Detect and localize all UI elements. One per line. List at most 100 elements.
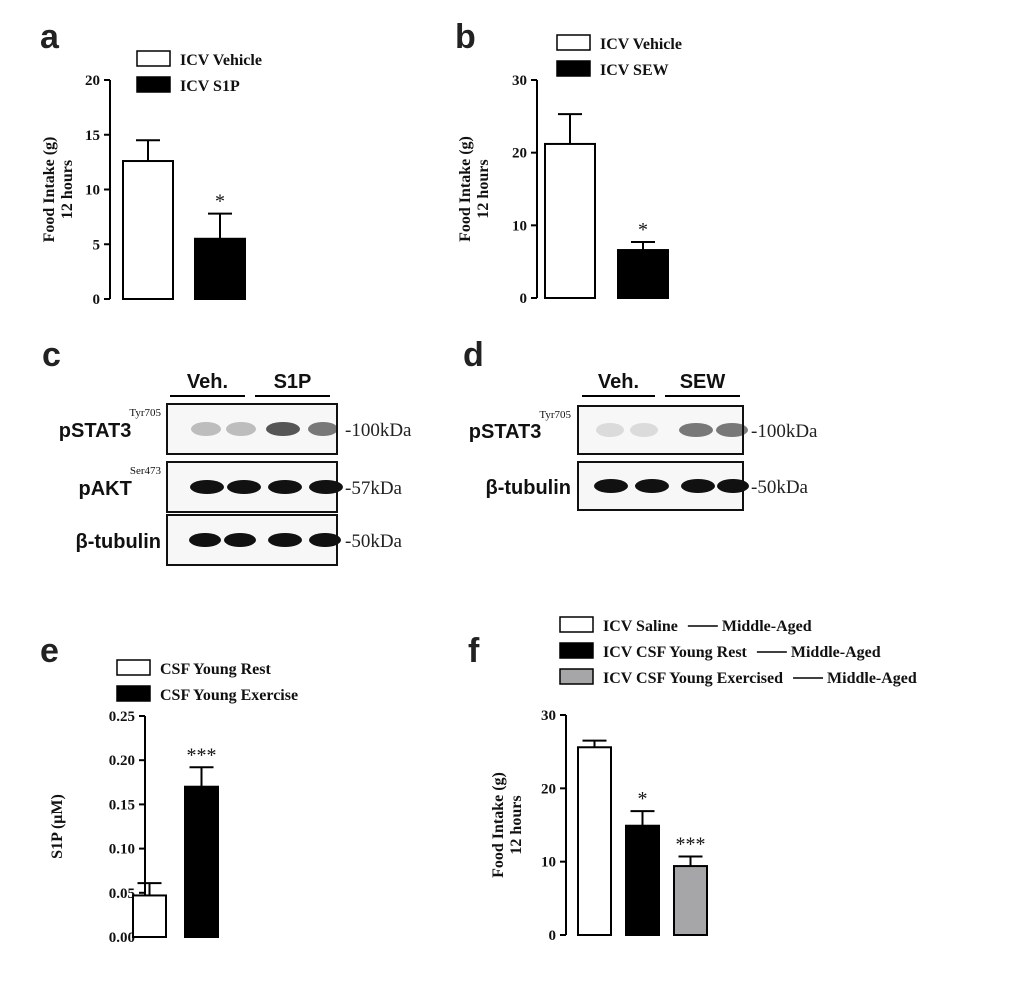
y-tick-label: 0 [520,291,528,307]
chart-e: 0.00 0.05 0.10 0.15 0.20 0.25 S1P (μM) *** CSF Y… [49,659,298,946]
y-tick-label: 10 [512,218,527,234]
blot-band [596,423,624,437]
molecular-weight-label: -100kDa [345,420,412,441]
bar-2 [184,785,219,938]
legend-label: CSF Young Rest [160,661,272,678]
bar-2 [625,824,660,937]
legend-swatch [556,34,591,51]
y-axis-label-2: 12 hours [475,159,492,218]
blot-band [189,533,221,547]
legend-label: ICV S1P [180,78,240,95]
blot-band [308,422,338,436]
y-axis-label-2: 12 hours [59,160,76,219]
bar-1 [122,160,174,300]
blot-band [679,423,713,437]
significance-marker: * [638,219,648,241]
molecular-weight-label: -50kDa [345,531,403,552]
blot-band [227,480,261,494]
blot-row-label: β-tubulin [75,531,161,553]
y-tick-label: 10 [85,183,100,199]
y-tick-label: 15 [85,128,100,144]
bar-1 [132,894,167,939]
blot-band [635,479,669,493]
y-axis-label: Food Intake (g) [490,772,507,878]
molecular-weight-label: -57kDa [345,478,403,499]
legend-swatch [559,616,594,633]
y-axis-label: Food Intake (g) [457,136,474,242]
blot-row-superscript: Tyr705 [129,407,161,419]
legend-suffix: Middle-Aged [791,644,881,661]
blot-band [716,423,748,437]
blot-band [594,479,628,493]
legend-suffix: Middle-Aged [827,670,917,687]
y-axis-label: S1P (μM) [49,794,66,859]
blot-row-superscript: Tyr705 [539,409,571,421]
panel-label-c: c [42,336,61,374]
y-tick-label: 0.10 [109,842,135,858]
legend-label: CSF Young Exercise [160,687,298,704]
significance-marker: *** [676,834,706,856]
legend-swatch [559,668,594,685]
y-tick-label: 0.20 [109,753,135,769]
y-tick-label: 0.00 [109,930,135,946]
legend-label: ICV CSF Young Exercised [603,670,783,687]
panel-label-d: d [463,336,484,374]
bar-1 [577,746,612,936]
blot-band [630,423,658,437]
blot-row-label: pAKT [79,478,132,500]
blot-band [268,480,302,494]
legend-label: ICV CSF Young Rest [603,644,748,661]
blot-row-label: pSTAT3 [59,420,132,442]
blot-row-label: β-tubulin [485,477,571,499]
y-tick-label: 5 [93,237,101,253]
y-tick-label: 0.25 [109,709,135,725]
y-tick-label: 0.05 [109,886,135,902]
blot-band [266,422,300,436]
bar-1 [544,142,596,299]
legend-label: ICV Saline [603,618,678,635]
molecular-weight-label: -50kDa [751,477,809,498]
y-tick-label: 10 [541,855,556,871]
legend-swatch [559,642,594,659]
legend-swatch [136,50,171,67]
blot-band [717,479,749,493]
panel-label-f: f [468,632,480,670]
significance-marker: * [215,191,225,213]
panel-label-e: e [40,632,59,670]
legend-suffix: Middle-Aged [722,618,812,635]
blot-band [268,533,302,547]
legend-swatch [136,76,171,93]
y-axis-label-2: 12 hours [508,795,525,854]
legend-label: ICV SEW [600,62,669,79]
bar-3 [673,865,708,936]
panel-label-a: a [40,18,60,56]
y-tick-label: 20 [85,73,100,89]
y-tick-label: 30 [541,708,556,724]
bar-2 [194,237,246,300]
legend-swatch [556,60,591,77]
y-axis-label: Food Intake (g) [41,137,58,243]
group-label: SEW [680,371,726,393]
blot-row-label: pSTAT3 [469,421,542,443]
panel-label-b: b [455,18,476,56]
legend-swatch [116,685,151,702]
blot-band [309,533,341,547]
y-tick-label: 30 [512,73,527,89]
y-tick-label: 0.15 [109,797,135,813]
chart-a: 0 5 10 15 20 Food Intake (g) 12 hours * ICV Vehi… [41,50,262,308]
significance-marker: *** [187,744,217,766]
y-tick-label: 0 [549,928,557,944]
legend-label: ICV Vehicle [180,52,262,69]
blot-band [224,533,256,547]
group-label: Veh. [598,371,639,393]
legend-label: ICV Vehicle [600,36,682,53]
chart-b: 0 10 20 30 Food Intake (g) 12 hours * ICV Vehic… [457,34,682,307]
group-label: Veh. [187,371,228,393]
y-tick-label: 20 [541,781,556,797]
blot-band [191,422,221,436]
blot-band [226,422,256,436]
